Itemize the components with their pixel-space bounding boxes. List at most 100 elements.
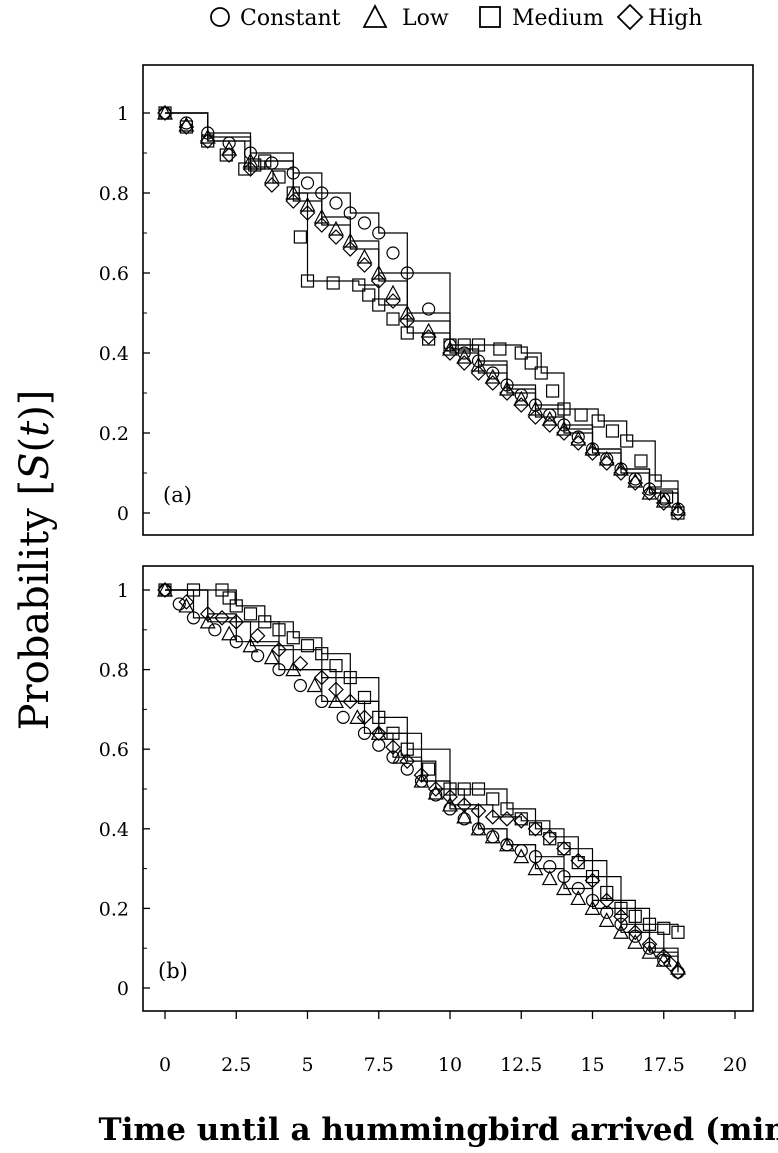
panel-b-series-constant-point bbox=[315, 694, 329, 709]
panel-a-series-low-point bbox=[598, 450, 615, 466]
panel-b-series-medium-point bbox=[215, 583, 229, 597]
panel-a-series-high-point bbox=[221, 147, 237, 163]
panel-b-y-tick-label: 1 bbox=[117, 580, 129, 602]
panel-a-series-low-point bbox=[441, 340, 459, 356]
panel-b-series-high-point bbox=[342, 693, 359, 710]
panel-a-series-constant-point bbox=[357, 216, 372, 230]
panel-a-series-medium-point bbox=[493, 342, 507, 356]
panel-a-series-medium-point bbox=[326, 276, 340, 290]
panel-b-x-tick-label: 2.5 bbox=[221, 1054, 251, 1076]
panel-b-series-medium-point bbox=[614, 901, 628, 916]
panel-a-series-constant-point bbox=[422, 302, 436, 316]
panel-b-series-high-point bbox=[356, 709, 373, 726]
panel-a-series-medium-point bbox=[557, 402, 571, 416]
panel-a-series-medium-point bbox=[258, 154, 272, 168]
legend-marker-high bbox=[616, 3, 644, 31]
panel-a-series-high-point bbox=[598, 455, 615, 471]
panel-b-series-low-point bbox=[456, 808, 473, 824]
panel-b-series-high-point bbox=[663, 956, 679, 972]
x-axis-label: Time until a hummingbird arrived (min) bbox=[99, 1112, 778, 1148]
panel-a-series-high-point bbox=[157, 105, 173, 121]
panel-a-series-high-point bbox=[264, 177, 280, 193]
panel-b-series-low-point bbox=[627, 933, 644, 949]
panel-a-series-high-point bbox=[641, 485, 658, 501]
panel-a-series-low-point bbox=[327, 220, 345, 236]
panel-a-series-low-point bbox=[456, 348, 473, 364]
panel-a-series-low-point bbox=[669, 500, 687, 516]
panel-b-series-high-point bbox=[370, 725, 387, 742]
panel-b-series-low-point bbox=[541, 870, 558, 886]
panel-a-series-low-point bbox=[384, 284, 402, 300]
panel-a-series-medium-point bbox=[386, 312, 400, 326]
panel-b-series-high-point bbox=[613, 908, 629, 925]
panel-b-series-high-point bbox=[513, 812, 530, 829]
panel-a-series-medium-point bbox=[514, 346, 528, 360]
panel-b-series-medium-point bbox=[357, 690, 372, 705]
panel-a-series-high-point bbox=[541, 417, 558, 433]
panel-b-series-medium-point bbox=[300, 639, 315, 653]
panel-b-series-low-point bbox=[327, 693, 345, 709]
panel-a-series-low-point bbox=[513, 390, 530, 406]
panel-b-x-tick-label: 7.5 bbox=[364, 1054, 394, 1076]
panel-a-series-high-point bbox=[499, 385, 515, 401]
panel-b-series-low-point bbox=[513, 848, 530, 864]
panel-a-series-medium-point bbox=[471, 338, 486, 352]
y-axis-label: Probability [S(t)] bbox=[12, 390, 58, 731]
panel-b-series-medium-point bbox=[528, 822, 543, 836]
panel-a-series-low-point bbox=[356, 248, 373, 264]
panel-b-series-medium-point bbox=[243, 607, 258, 621]
panel-b-series-high-point bbox=[499, 811, 515, 827]
panel-a-series-high-point bbox=[178, 119, 195, 135]
legend-label-medium: Medium bbox=[512, 6, 604, 31]
panel-b-series-high-point bbox=[157, 582, 173, 598]
panel-a-series-high-point bbox=[456, 355, 473, 371]
panel-b-series-medium-point bbox=[642, 917, 657, 931]
panel-a-series-high-point bbox=[385, 293, 401, 309]
panel-b-series-constant-point bbox=[357, 726, 372, 740]
panel-b-series-medium-point bbox=[671, 925, 685, 939]
panel-b-series-high-point bbox=[456, 797, 473, 813]
panel-b-label: (b) bbox=[158, 959, 188, 983]
panel-a-series-high-point bbox=[584, 445, 601, 461]
legend-label-constant: Constant bbox=[240, 6, 341, 31]
panel-b-series-high-point bbox=[570, 852, 587, 869]
panel-a-series-low-point bbox=[627, 472, 644, 488]
panel-b-y-tick-label: 0 bbox=[117, 978, 129, 1000]
panel-b-series-medium-point bbox=[486, 792, 500, 806]
panel-b-series-constant-point bbox=[293, 678, 307, 693]
panel-a-series-low-point bbox=[263, 168, 280, 184]
panel-b-x-tick-label: 20 bbox=[723, 1054, 747, 1076]
panel-b-series-high-line bbox=[165, 589, 679, 973]
panel-b-series-high-point bbox=[228, 613, 245, 630]
panel-a-series-medium-point bbox=[591, 414, 605, 428]
panel-a-series-medium-point bbox=[605, 424, 620, 438]
panel-b-y-tick-label: 0.2 bbox=[99, 898, 129, 920]
panel-a-series-high-point bbox=[655, 495, 672, 511]
panel-a-label: (a) bbox=[163, 483, 192, 507]
panel-b-series-constant-point bbox=[172, 597, 186, 611]
panel-b-series-low-point bbox=[484, 828, 501, 844]
panel-b-series-medium-point bbox=[329, 659, 343, 673]
panel-b-series-medium-point bbox=[557, 842, 571, 856]
panel-b-series-constant-point bbox=[457, 812, 471, 826]
panel-b-x-tick-label: 10 bbox=[438, 1054, 462, 1076]
panel-b-series-medium-point bbox=[514, 812, 528, 826]
panel-a-series-medium-point bbox=[524, 356, 538, 370]
panel-b-series-medium-point bbox=[229, 599, 243, 613]
panel-a-series-high-point bbox=[342, 241, 359, 257]
panel-b-series-constant-point bbox=[251, 649, 265, 663]
panel-b-series-high-point bbox=[178, 594, 195, 610]
panel-b-series-constant-point bbox=[400, 762, 414, 776]
panel-b-series-medium-point bbox=[286, 631, 300, 645]
panel-a-series-high-point bbox=[670, 505, 686, 521]
panel-a-series-high-point bbox=[299, 205, 316, 221]
panel-b-series-low-point bbox=[555, 880, 573, 896]
panel-b-series-low-point bbox=[470, 820, 487, 836]
panel-b-series-high-point bbox=[442, 789, 458, 805]
panel-b-y-tick-label: 0.8 bbox=[99, 660, 129, 682]
panel-a-series-low-point bbox=[612, 460, 630, 476]
panel-b-series-high-point bbox=[527, 820, 544, 837]
panel-b-x-tick-label: 12.5 bbox=[500, 1054, 542, 1076]
panel-a: 0 0.2 0.4 0.6 0.8 1 (a) bbox=[99, 64, 754, 536]
panel-a-series-medium-point bbox=[372, 298, 386, 312]
